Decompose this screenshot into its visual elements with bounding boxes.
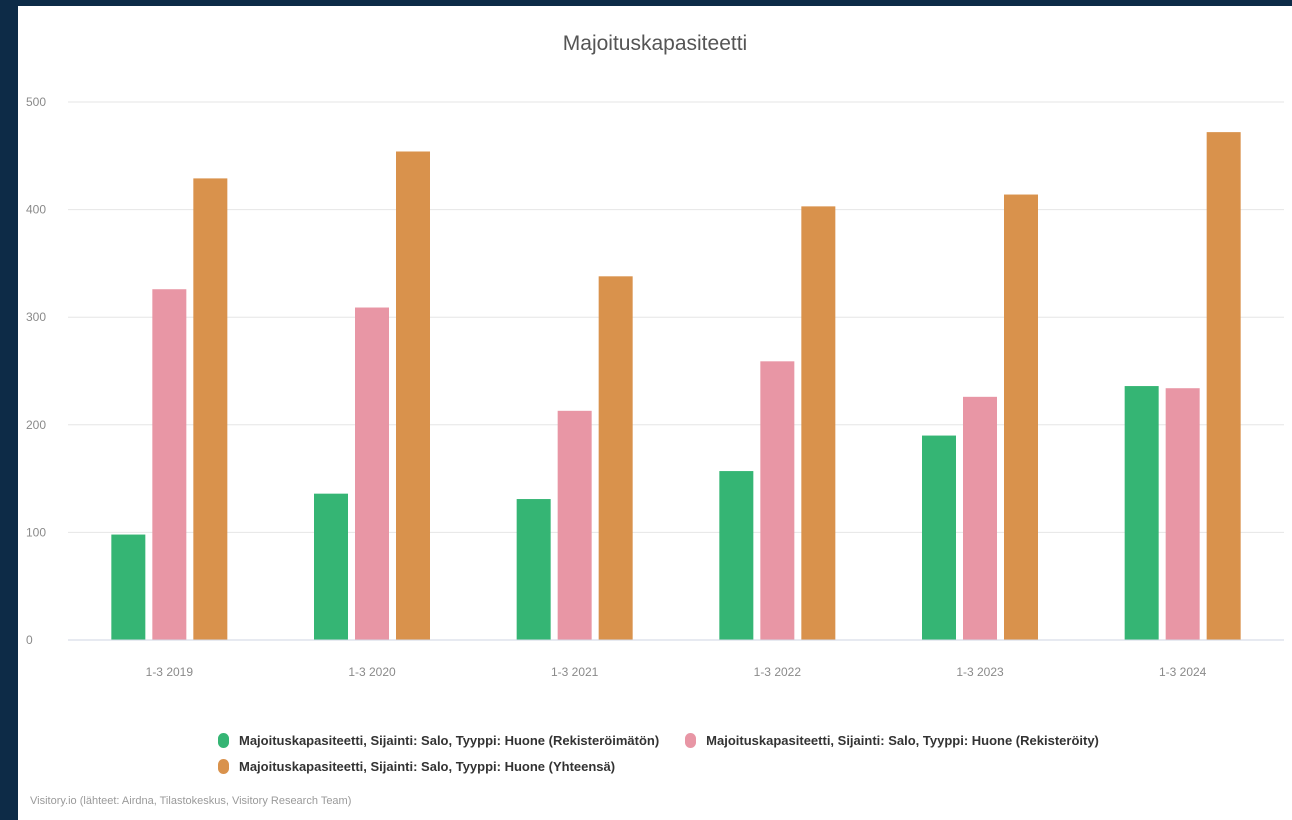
y-tick-label: 300 [26,310,46,324]
x-tick-label: 1-3 2020 [348,665,396,679]
legend-item-rekisteroimaton[interactable]: Majoituskapasiteetti, Sijainti: Salo, Ty… [218,732,660,748]
bar[interactable] [963,396,997,640]
bar[interactable] [922,435,956,640]
bar[interactable] [1206,132,1241,640]
bar[interactable] [719,471,754,640]
x-tick-label: 1-3 2019 [146,665,194,679]
legend-label: Majoituskapasiteetti, Sijainti: Salo, Ty… [706,732,1099,748]
y-tick-label: 0 [26,633,33,647]
bar[interactable] [396,151,430,640]
legend-marker-icon [218,732,229,748]
y-axis-ticks: 0 100 200 300 400 500 [26,95,46,647]
bar[interactable] [193,178,228,640]
gridlines [68,101,1284,533]
x-axis-ticks: 1-3 2019 1-3 2020 1-3 2021 1-3 2022 1-3 2023… [146,665,1207,679]
bars [111,132,1241,640]
legend-item-yhteensa[interactable]: Majoituskapasiteetti, Sijainti: Salo, Ty… [218,758,616,774]
y-tick-label: 200 [26,418,46,432]
legend-row: Majoituskapasiteetti, Sijainti: Salo, Ty… [218,728,1138,752]
bar[interactable] [1124,386,1159,640]
bar[interactable] [111,534,146,640]
x-tick-label: 1-3 2021 [551,665,599,679]
x-tick-label: 1-3 2022 [754,665,802,679]
legend-label: Majoituskapasiteetti, Sijainti: Salo, Ty… [239,758,616,774]
y-tick-label: 400 [26,203,46,217]
legend-item-rekisteroity[interactable]: Majoituskapasiteetti, Sijainti: Salo, Ty… [685,732,1099,748]
chart-card: Majoituskapasiteetti 0 100 200 300 400 500 1-… [18,6,1292,820]
legend-label: Majoituskapasiteetti, Sijainti: Salo, Ty… [239,732,660,748]
credits-text[interactable]: Visitory.io (lähteet: Airdna, Tilastokes… [30,795,352,807]
bar[interactable] [1165,388,1200,640]
bar[interactable] [598,276,633,640]
bar[interactable] [557,410,592,640]
bar[interactable] [801,206,836,640]
legend-marker-icon [685,732,697,748]
bar[interactable] [355,307,389,640]
legend-row: Majoituskapasiteetti, Sijainti: Salo, Ty… [218,754,1138,778]
legend: Majoituskapasiteetti, Sijainti: Salo, Ty… [218,728,1138,780]
y-tick-label: 100 [26,525,46,539]
x-tick-label: 1-3 2023 [956,665,1004,679]
bar[interactable] [516,499,551,640]
x-tick-label: 1-3 2024 [1159,665,1207,679]
y-tick-label: 500 [26,95,46,109]
bar-chart: 0 100 200 300 400 500 1-3 2019 1-3 2020 1-3 202… [26,95,1284,679]
bar[interactable] [1004,194,1038,640]
bar[interactable] [314,493,348,640]
legend-marker-icon [218,758,229,774]
bar[interactable] [760,361,795,640]
bar[interactable] [152,289,187,640]
chart-title: Majoituskapasiteetti [562,32,748,55]
